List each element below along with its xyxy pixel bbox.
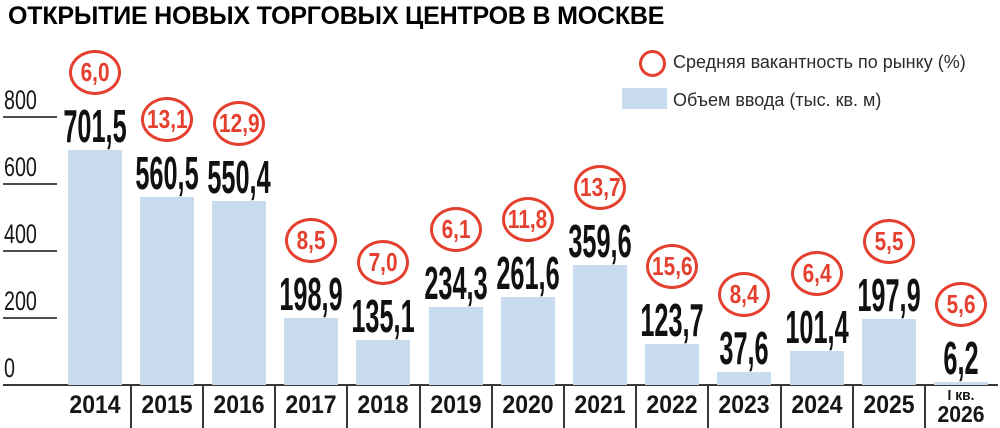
y-tick-label: 400	[4, 219, 37, 249]
year-label: 2016	[213, 391, 265, 419]
year-label: 2025	[863, 391, 915, 419]
vacancy-value-label: 11,8	[508, 204, 548, 235]
vacancy-value-label: 7,0	[368, 246, 398, 277]
y-tick-dash	[3, 317, 57, 319]
vacancy-circle-badge: 5,6	[935, 282, 987, 327]
column-separator	[274, 386, 277, 428]
volume-bar	[356, 339, 411, 385]
year-label: 2018	[357, 391, 409, 419]
y-tick-dash	[3, 183, 57, 185]
y-tick-label: 600	[4, 152, 37, 182]
vacancy-value-label: 8,4	[729, 279, 759, 310]
vacancy-legend-circle-icon	[639, 50, 666, 77]
y-tick-dash	[3, 250, 57, 252]
volume-bar	[139, 197, 194, 385]
vacancy-legend-label: Средняя вакантность по рынку (%)	[673, 52, 966, 72]
x-axis-line	[3, 384, 998, 386]
year-label: 2024	[791, 391, 843, 419]
vacancy-value-label: 13,1	[146, 104, 188, 135]
volume-value-label: 197,9	[857, 268, 921, 321]
column-separator	[923, 386, 926, 428]
volume-bar	[67, 149, 122, 385]
column-separator	[851, 386, 854, 428]
year-label: 2017	[285, 391, 337, 419]
volume-value-label: 135,1	[351, 289, 416, 342]
vacancy-circle-badge: 6,0	[68, 49, 121, 95]
column-separator	[635, 386, 638, 428]
volume-value-label: 359,6	[568, 214, 632, 267]
volume-bar	[212, 200, 266, 385]
year-label: 2020	[502, 391, 554, 419]
vacancy-value-label: 6,4	[802, 258, 832, 289]
vacancy-value-label: 6,0	[80, 56, 110, 87]
vacancy-value-label: 5,6	[946, 289, 976, 319]
year-label: I кв. 2026	[924, 387, 998, 427]
vacancy-value-label: 6,1	[441, 213, 471, 244]
column-separator	[201, 386, 204, 428]
volume-legend-label: Объем ввода (тыс. кв. м)	[673, 90, 882, 110]
column-separator	[346, 386, 349, 428]
vacancy-value-label: 12,9	[218, 107, 260, 138]
column-separator	[779, 386, 782, 428]
vacancy-circle-badge: 15,6	[646, 243, 699, 289]
column-separator	[418, 386, 421, 428]
vacancy-circle-badge: 13,1	[140, 97, 193, 143]
y-tick-label: 800	[4, 85, 37, 115]
chart-title: ОТКРЫТИЕ НОВЫХ ТОРГОВЫХ ЦЕНТРОВ В МОСКВЕ	[8, 2, 665, 30]
volume-bar	[861, 318, 916, 385]
vacancy-circle-badge: 6,4	[790, 251, 843, 297]
year-label: 2015	[141, 391, 193, 419]
vacancy-circle-badge: 12,9	[213, 100, 265, 146]
volume-bar	[500, 297, 555, 385]
volume-bar	[284, 318, 339, 385]
volume-value-label: 198,9	[279, 268, 343, 321]
y-tick-label: 200	[4, 286, 37, 316]
vacancy-circle-badge: 11,8	[501, 197, 554, 243]
year-label-line: I кв.	[947, 387, 975, 404]
volume-bar	[934, 382, 988, 385]
column-separator	[707, 386, 710, 428]
year-label: 2014	[69, 391, 121, 419]
vacancy-circle-badge: 5,5	[862, 218, 915, 264]
vacancy-circle-badge: 8,4	[718, 272, 771, 318]
vacancy-circle-badge: 13,7	[574, 164, 626, 210]
volume-value-label: 37,6	[719, 322, 770, 375]
volume-bar	[717, 372, 772, 385]
year-label: 2022	[646, 391, 698, 419]
volume-value-label: 101,4	[784, 301, 849, 354]
column-separator	[562, 386, 565, 428]
column-separator	[490, 386, 493, 428]
year-label: 2021	[574, 391, 626, 419]
volume-bar	[428, 306, 483, 385]
volume-bar	[573, 264, 627, 385]
volume-legend-swatch-icon	[622, 88, 667, 109]
y-tick-label: 0	[4, 353, 15, 383]
vacancy-value-label: 13,7	[579, 171, 621, 202]
vacancy-value-label: 15,6	[651, 250, 693, 281]
vacancy-circle-badge: 6,1	[429, 206, 482, 252]
vacancy-circle-badge: 8,5	[285, 218, 338, 264]
volume-value-label: 261,6	[496, 247, 560, 300]
volume-bar	[789, 351, 844, 385]
vacancy-value-label: 8,5	[296, 225, 326, 256]
y-tick-dash	[3, 116, 57, 118]
volume-value-label: 560,5	[135, 147, 199, 200]
column-separator	[129, 386, 132, 428]
vacancy-circle-badge: 7,0	[357, 239, 410, 285]
vacancy-value-label: 5,5	[874, 225, 904, 256]
volume-value-label: 234,3	[423, 256, 488, 309]
volume-value-label: 123,7	[640, 293, 704, 346]
volume-value-label: 550,4	[207, 150, 271, 203]
year-label-line: 2026	[937, 401, 985, 427]
year-label: 2023	[718, 391, 770, 419]
volume-value-label: 701,5	[62, 99, 127, 152]
volume-value-label: 6,2	[943, 332, 979, 384]
volume-bar	[645, 343, 700, 385]
year-label: 2019	[430, 391, 482, 419]
